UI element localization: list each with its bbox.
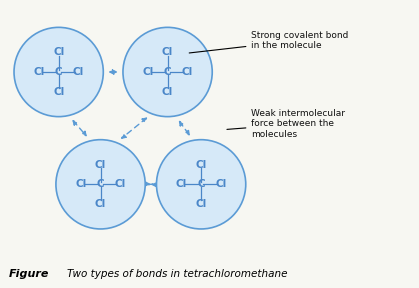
Ellipse shape xyxy=(14,27,103,117)
Text: Cl: Cl xyxy=(162,48,173,57)
Text: Cl: Cl xyxy=(53,48,64,57)
Text: Cl: Cl xyxy=(95,199,106,209)
Ellipse shape xyxy=(56,140,145,229)
Ellipse shape xyxy=(123,27,212,117)
Text: Cl: Cl xyxy=(53,87,64,96)
Text: Cl: Cl xyxy=(196,199,207,209)
Text: C: C xyxy=(97,179,104,189)
Ellipse shape xyxy=(156,140,246,229)
Text: C: C xyxy=(55,67,62,77)
Text: Weak intermolecular
force between the
molecules: Weak intermolecular force between the mo… xyxy=(227,109,345,139)
Text: Cl: Cl xyxy=(162,87,173,96)
Text: Cl: Cl xyxy=(215,179,226,189)
Text: Cl: Cl xyxy=(72,67,84,77)
Text: C: C xyxy=(164,67,171,77)
Text: Cl: Cl xyxy=(95,160,106,170)
Text: Cl: Cl xyxy=(181,67,193,77)
Text: Strong covalent bond
in the molecule: Strong covalent bond in the molecule xyxy=(189,31,349,53)
Text: Cl: Cl xyxy=(75,179,87,189)
Text: C: C xyxy=(197,179,205,189)
Text: Figure: Figure xyxy=(8,269,49,279)
Text: Cl: Cl xyxy=(142,67,154,77)
Text: Two types of bonds in tetrachloromethane: Two types of bonds in tetrachloromethane xyxy=(67,269,287,279)
Text: Cl: Cl xyxy=(176,179,187,189)
Text: Cl: Cl xyxy=(196,160,207,170)
Text: Cl: Cl xyxy=(34,67,45,77)
Text: Cl: Cl xyxy=(114,179,126,189)
